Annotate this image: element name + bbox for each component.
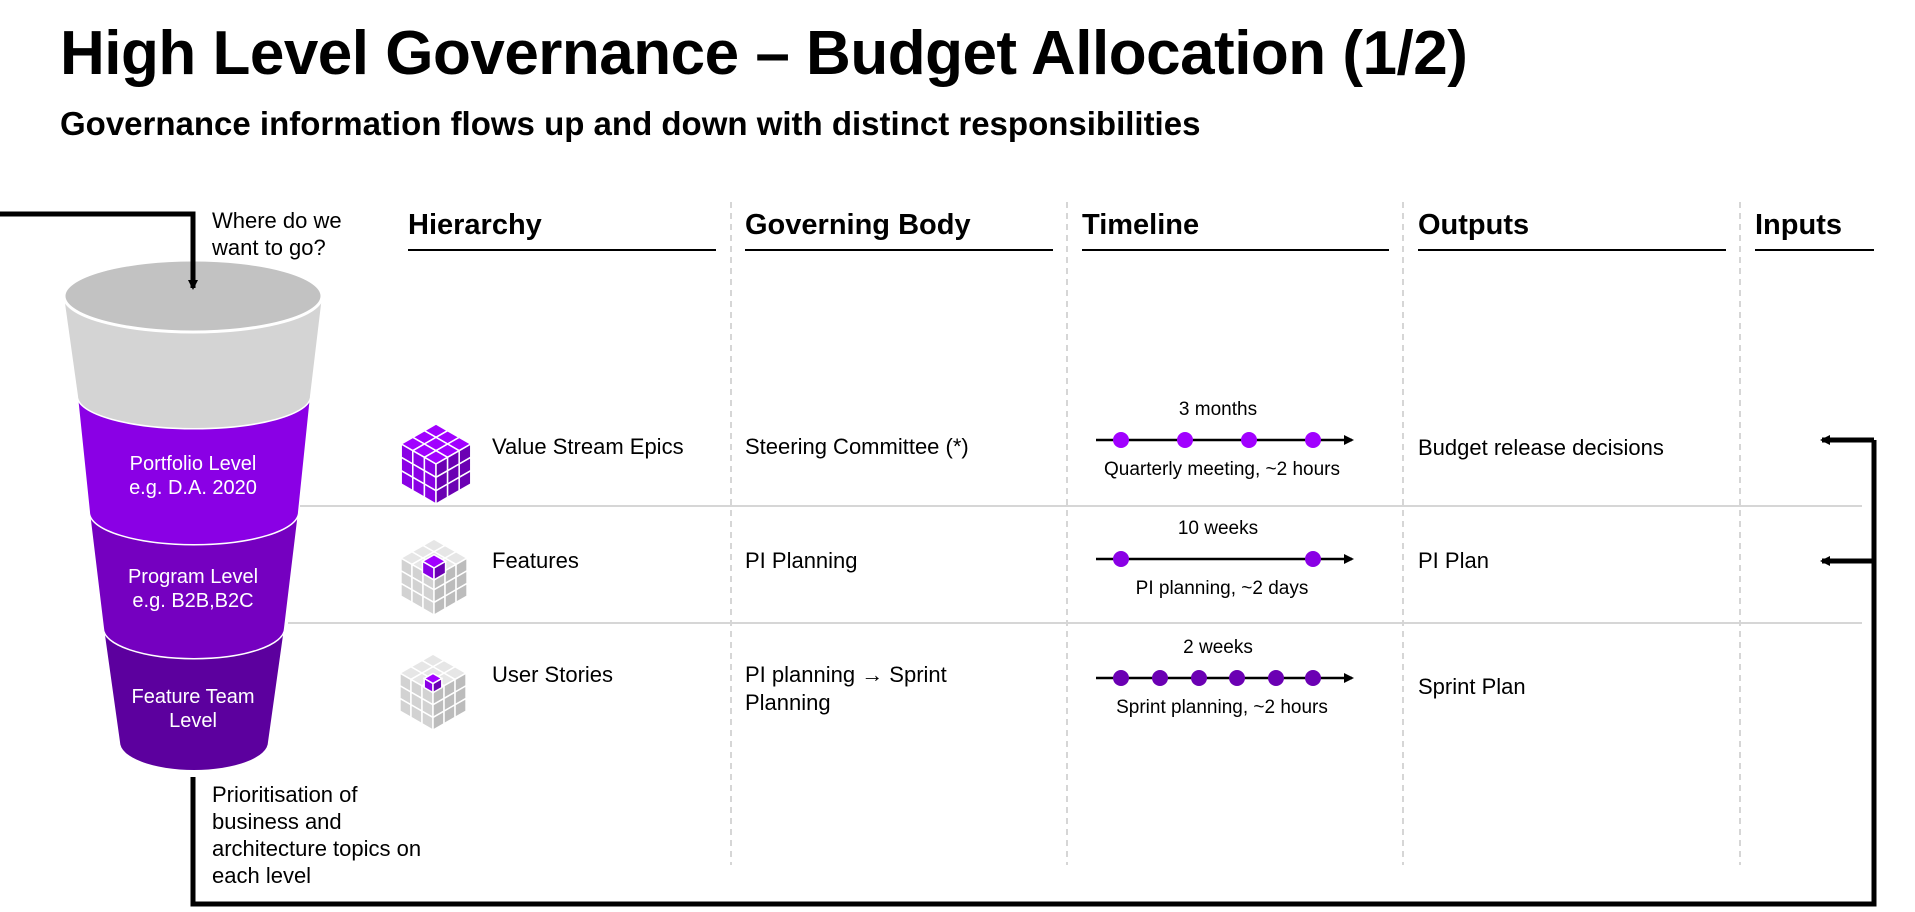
cube-features-icon (399, 538, 469, 617)
row-1-governing-body: Steering Committee (*) (745, 434, 969, 459)
timeline-2-dot-1 (1113, 551, 1129, 567)
timeline-3-dot-6 (1305, 670, 1321, 686)
row-1-output: Budget release decisions (1418, 435, 1664, 460)
row-1-timeline-bottom: Quarterly meeting, ~2 hours (1103, 459, 1341, 480)
cube-epics-icon (399, 423, 473, 506)
timeline-1-dot-1 (1113, 432, 1129, 448)
header-outputs: Outputs (1418, 209, 1530, 241)
row-2-output: PI Plan (1418, 548, 1489, 573)
row-3-governing-body: PI planning → Sprint Planning (745, 662, 947, 715)
row-2-governing-body: PI Planning (745, 548, 858, 573)
funnel-label-portfolio: Portfolio Level e.g. D.A. 2020 (129, 453, 257, 499)
header-governing-body: Governing Body (745, 209, 971, 241)
timeline-2-dot-2 (1305, 551, 1321, 567)
row-2-timeline-bottom: PI planning, ~2 days (1135, 578, 1309, 599)
row-3-timeline-bottom: Sprint planning, ~2 hours (1116, 697, 1328, 718)
timeline-1-dot-2 (1177, 432, 1193, 448)
cube-stories-icon (398, 653, 468, 732)
row-separators (288, 505, 1862, 624)
funnel-label-program: Program Level e.g. B2B,B2C (127, 566, 259, 612)
column-dividers (730, 202, 1741, 865)
row-3-output: Sprint Plan (1418, 674, 1526, 699)
page-title: High Level Governance – Budget Allocatio… (60, 19, 1468, 88)
timeline-3-dot-3 (1191, 670, 1207, 686)
page-subtitle: Governance information flows up and down… (60, 105, 1201, 142)
header-inputs: Inputs (1755, 209, 1842, 241)
row-3-timeline-top: 2 weeks (1183, 637, 1253, 658)
row-1-hierarchy: Value Stream Epics (492, 434, 684, 459)
feedback-loop-line (190, 440, 1877, 907)
top-input-arrow (0, 211, 198, 290)
timeline-3-dot-1 (1113, 670, 1129, 686)
row-2-timeline-top: 10 weeks (1177, 518, 1259, 539)
timeline-1-dot-3 (1241, 432, 1257, 448)
funnel-top-note: Where do we want to go? (212, 208, 342, 260)
row-3-hierarchy: User Stories (492, 662, 614, 687)
row-1-timeline-top: 3 months (1178, 399, 1258, 420)
row-2-hierarchy: Features (492, 548, 579, 573)
timeline-3-dot-4 (1229, 670, 1245, 686)
header-timeline: Timeline (1082, 209, 1200, 241)
funnel-program-level (90, 512, 298, 658)
timeline-1-dot-4 (1305, 432, 1321, 448)
funnel-feature-team-level (104, 628, 284, 770)
header-hierarchy: Hierarchy (408, 209, 542, 241)
timeline-3-dot-2 (1152, 670, 1168, 686)
funnel (62, 258, 324, 770)
timeline-3-dot-5 (1268, 670, 1284, 686)
funnel-bottom-note: Prioritisation of business and architect… (212, 782, 422, 888)
funnel-portfolio-level (78, 396, 310, 544)
funnel-top-grey (64, 296, 322, 428)
funnel-label-feature-team: Feature Team Level (131, 686, 255, 732)
